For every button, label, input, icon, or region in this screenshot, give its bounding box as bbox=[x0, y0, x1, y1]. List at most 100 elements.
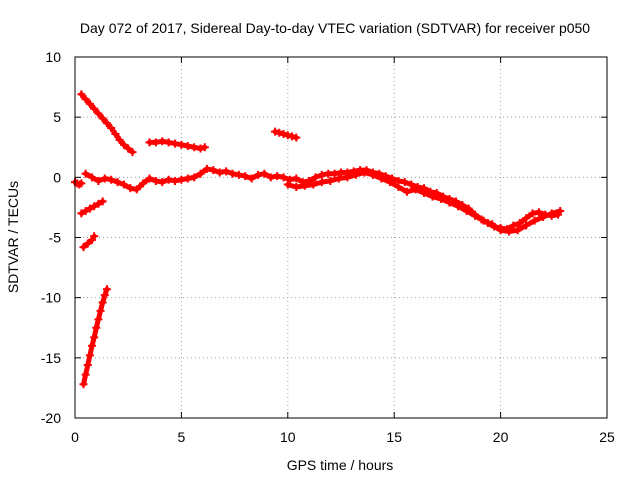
data-point bbox=[488, 220, 497, 229]
data-point bbox=[98, 298, 107, 307]
data-point bbox=[292, 182, 301, 191]
data-point bbox=[115, 136, 124, 145]
data-point bbox=[292, 174, 301, 183]
data-point bbox=[394, 182, 403, 191]
data-point bbox=[283, 180, 292, 189]
series-arc-3 bbox=[271, 127, 301, 142]
data-point bbox=[222, 167, 231, 176]
data-point bbox=[119, 180, 128, 189]
data-point bbox=[94, 109, 103, 118]
data-point bbox=[96, 306, 105, 315]
data-point bbox=[77, 209, 86, 218]
data-point bbox=[309, 180, 318, 189]
data-point bbox=[513, 226, 522, 235]
y-tick-label: 0 bbox=[53, 169, 61, 185]
data-point bbox=[522, 214, 531, 223]
data-point bbox=[530, 216, 539, 225]
data-point bbox=[254, 170, 263, 179]
data-point bbox=[94, 199, 103, 208]
data-point bbox=[317, 178, 326, 187]
x-tick-label: 20 bbox=[493, 429, 509, 445]
data-point bbox=[94, 315, 103, 324]
data-point bbox=[419, 188, 428, 197]
y-tick-label: -10 bbox=[41, 290, 61, 306]
data-point bbox=[279, 130, 288, 139]
data-point bbox=[534, 208, 543, 217]
data-point bbox=[437, 194, 446, 203]
series-arc-1 bbox=[77, 90, 137, 157]
y-tick-label: 10 bbox=[45, 49, 61, 65]
data-points bbox=[71, 90, 565, 389]
data-point bbox=[171, 139, 180, 148]
data-point bbox=[164, 138, 173, 147]
data-point bbox=[200, 143, 209, 152]
data-point bbox=[377, 174, 386, 183]
data-point bbox=[522, 221, 531, 230]
data-point bbox=[90, 104, 99, 113]
data-point bbox=[158, 178, 167, 187]
data-point bbox=[285, 175, 294, 184]
data-point bbox=[266, 173, 275, 182]
x-axis-label: GPS time / hours bbox=[287, 457, 394, 473]
data-point bbox=[90, 333, 99, 342]
data-point bbox=[145, 174, 154, 183]
axis-ticks: 0 5 10 15 20 25 10 5 0 -5 -10 -15 -20 bbox=[41, 49, 615, 445]
data-point bbox=[454, 202, 463, 211]
data-point bbox=[300, 181, 309, 190]
chart-title: Day 072 of 2017, Sidereal Day-to-day VTE… bbox=[80, 20, 590, 36]
data-point bbox=[126, 184, 135, 193]
data-point bbox=[111, 130, 120, 139]
data-point bbox=[271, 127, 280, 136]
data-point bbox=[411, 185, 420, 194]
data-point bbox=[151, 138, 160, 147]
data-point bbox=[113, 178, 122, 187]
data-point bbox=[479, 216, 488, 225]
data-point bbox=[81, 207, 90, 216]
y-tick-label: 5 bbox=[53, 109, 61, 125]
data-point bbox=[360, 168, 369, 177]
data-point bbox=[241, 172, 250, 181]
data-point bbox=[190, 173, 199, 182]
data-point bbox=[288, 132, 297, 141]
data-point bbox=[124, 144, 133, 153]
data-point bbox=[151, 176, 160, 185]
data-point bbox=[83, 361, 92, 370]
data-point bbox=[234, 170, 243, 179]
data-point bbox=[402, 187, 411, 196]
data-point bbox=[81, 169, 90, 178]
y-tick-label: -15 bbox=[41, 350, 61, 366]
data-point bbox=[81, 370, 90, 379]
data-point bbox=[177, 175, 186, 184]
data-point bbox=[496, 226, 505, 235]
data-point bbox=[132, 185, 141, 194]
series-band bbox=[81, 233, 97, 250]
data-point bbox=[334, 174, 343, 183]
data-point bbox=[85, 99, 94, 108]
grid-lines bbox=[75, 57, 607, 418]
data-point bbox=[107, 175, 116, 184]
data-point bbox=[215, 168, 224, 177]
data-point bbox=[326, 176, 335, 185]
data-point bbox=[196, 144, 205, 153]
data-point bbox=[247, 174, 256, 183]
x-tick-label: 0 bbox=[71, 429, 79, 445]
data-point bbox=[85, 351, 94, 360]
data-point bbox=[98, 114, 107, 123]
data-point bbox=[107, 123, 116, 132]
data-point bbox=[183, 142, 192, 151]
data-point bbox=[79, 380, 88, 389]
data-point bbox=[128, 148, 137, 157]
series-lower-band bbox=[283, 168, 565, 236]
data-point bbox=[94, 176, 103, 185]
data-point bbox=[98, 197, 107, 206]
data-point bbox=[330, 169, 339, 178]
series-arc-5 bbox=[79, 232, 99, 252]
data-point bbox=[343, 173, 352, 182]
data-point bbox=[471, 211, 480, 220]
data-point bbox=[260, 169, 269, 178]
series-arc-6 bbox=[79, 285, 111, 389]
x-tick-label: 5 bbox=[178, 429, 186, 445]
data-point bbox=[505, 227, 514, 236]
y-tick-label: -20 bbox=[41, 410, 61, 426]
data-point bbox=[90, 232, 99, 241]
